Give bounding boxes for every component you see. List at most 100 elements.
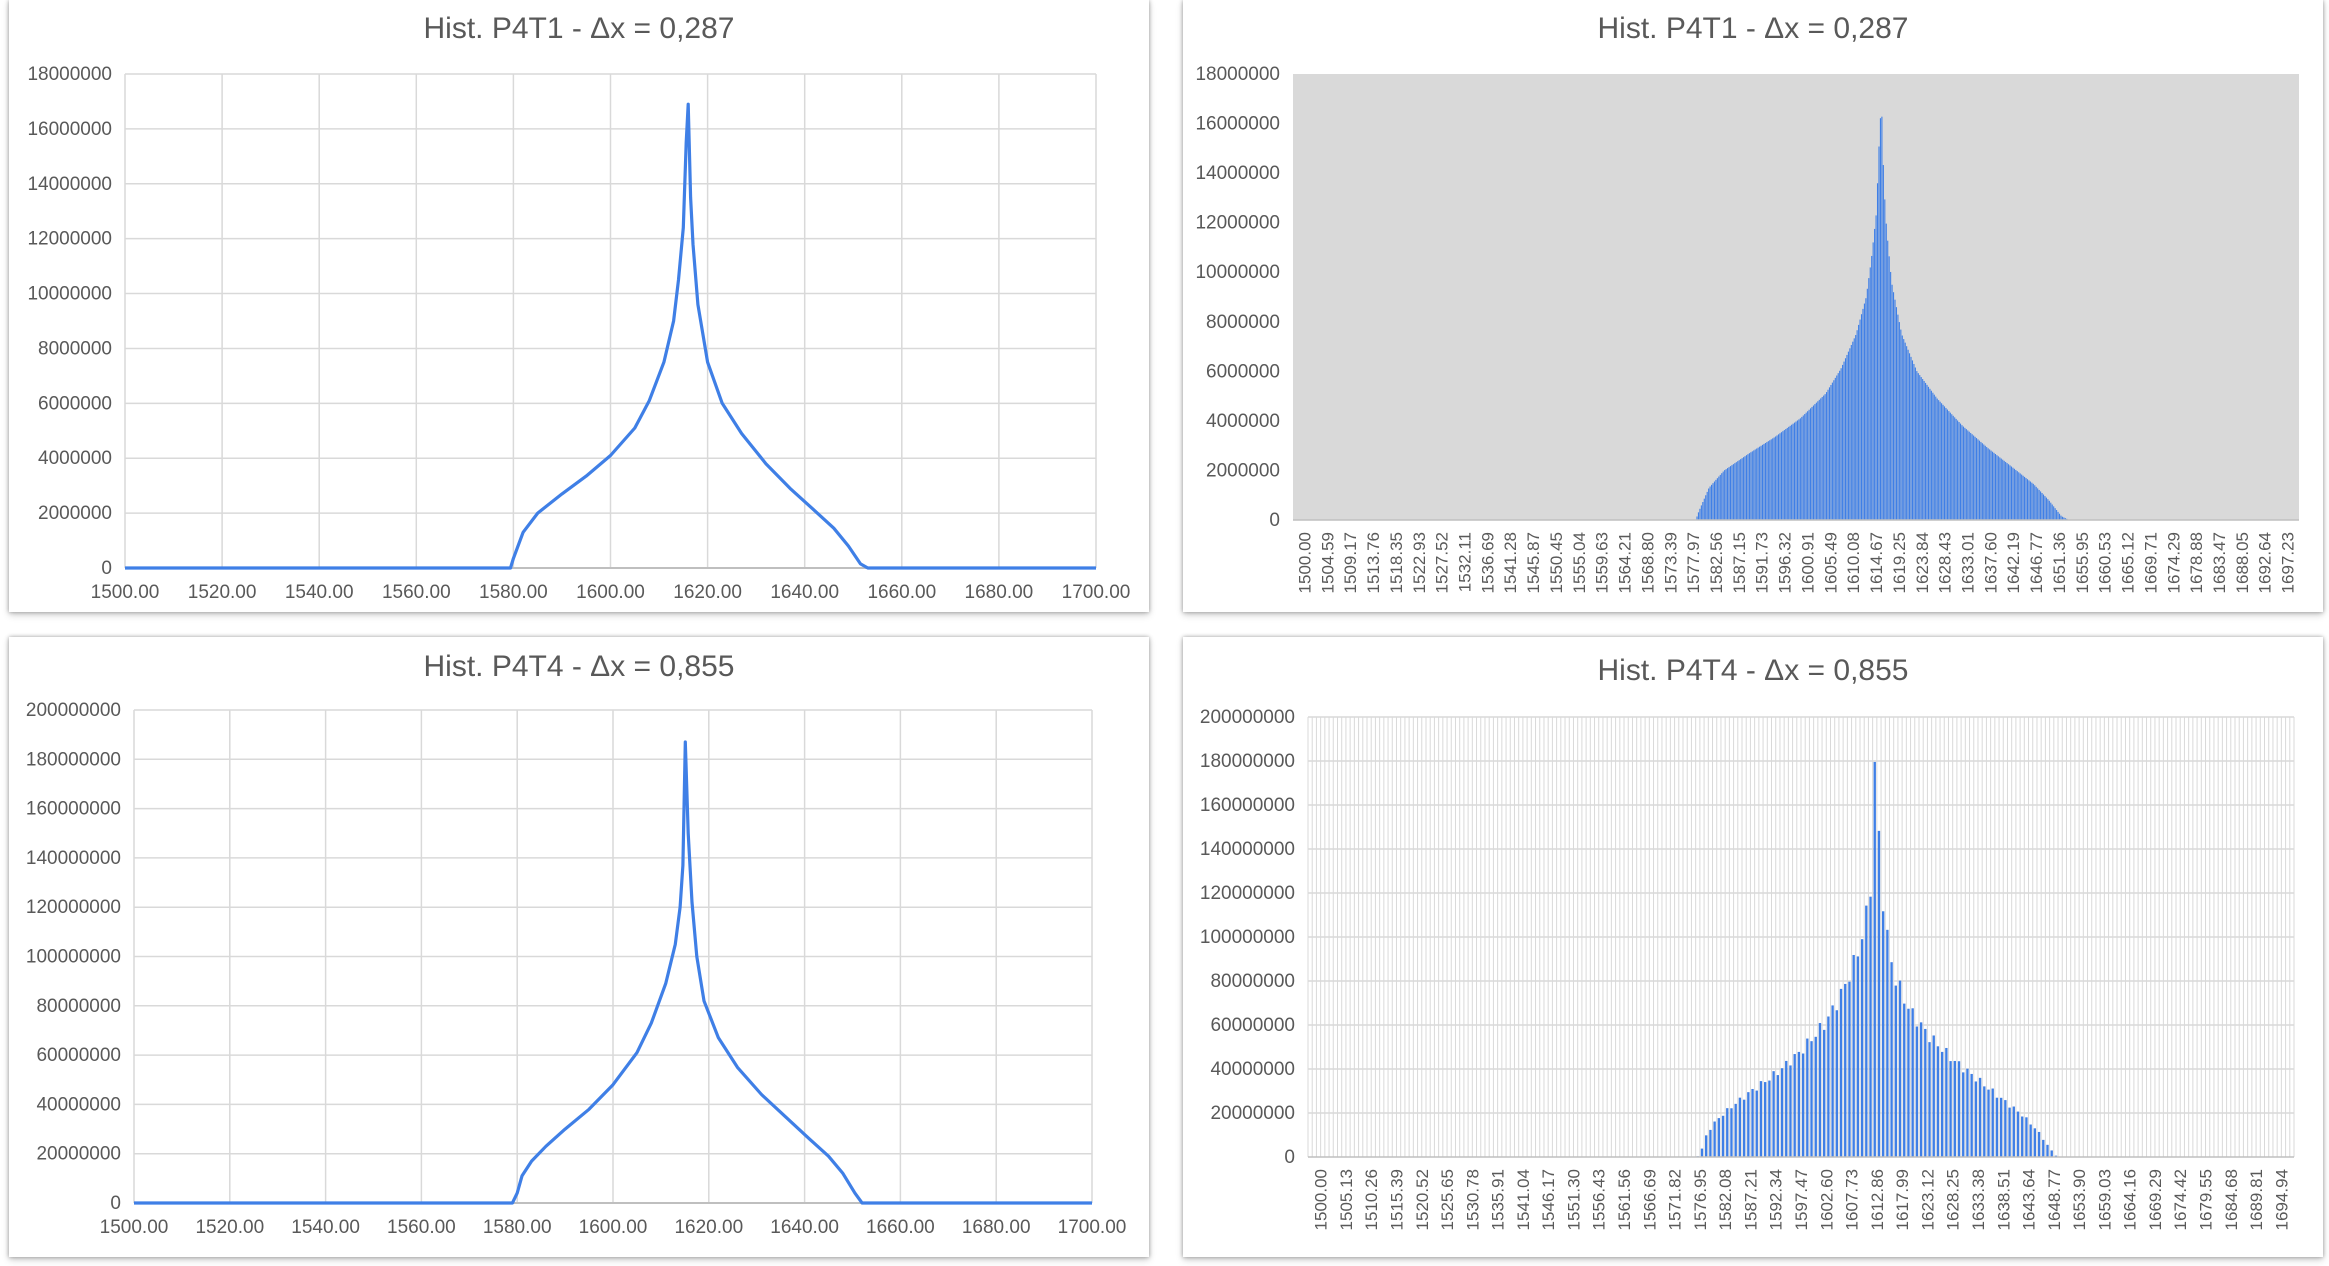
x-tick-label: 1600.91 [1798, 532, 1817, 593]
y-tick-label: 10000000 [1195, 262, 1280, 283]
histogram-bar [1718, 476, 1720, 520]
histogram-bar [1726, 1108, 1729, 1157]
histogram-bar [1984, 445, 1986, 520]
histogram-bar [1742, 1099, 1746, 1157]
x-tick-label: 1637.60 [1981, 532, 2000, 593]
histogram-bar [1981, 443, 1983, 520]
x-tick-label: 1587.21 [1741, 1169, 1760, 1230]
histogram-bar [1780, 1068, 1784, 1157]
histogram-bar [2050, 502, 2052, 520]
histogram-bar [1705, 1135, 1708, 1157]
histogram-bar [2012, 1106, 2015, 1157]
histogram-bar [1777, 434, 1780, 520]
histogram-bar [1776, 435, 1778, 520]
histogram-bar [2042, 494, 2045, 520]
histogram-bar [2022, 475, 2024, 520]
x-tick-label: 1643.64 [2020, 1169, 2039, 1230]
y-tick-label: 0 [1269, 510, 1280, 531]
x-tick-label: 1638.51 [1994, 1169, 2013, 1230]
x-tick-label: 1582.08 [1716, 1169, 1735, 1230]
histogram-bar [2051, 504, 2053, 520]
histogram-bar [1856, 330, 1858, 520]
histogram-bar [2053, 506, 2055, 520]
histogram-bar [1911, 1008, 1914, 1157]
histogram-bar [1973, 435, 1975, 520]
histogram-bar [1755, 1090, 1758, 1157]
x-tick-label: 1591.73 [1753, 532, 1772, 593]
histogram-bar [1780, 432, 1782, 520]
histogram-bar [1846, 354, 1848, 520]
histogram-bar [1852, 954, 1855, 1157]
histogram-bar [2061, 516, 2063, 520]
histogram-bar [1738, 1097, 1742, 1157]
x-tick-label: 1684.68 [2222, 1169, 2241, 1230]
histogram-bar [1717, 1118, 1721, 1157]
histogram-bar [1821, 396, 1823, 520]
histogram-bar [1871, 255, 1873, 520]
x-tick-label: 1518.35 [1387, 532, 1406, 593]
x-tick-label: 1640.00 [770, 582, 839, 603]
histogram-bar [1907, 1008, 1910, 1157]
histogram-bar [1945, 1047, 1948, 1157]
histogram-bar [2018, 472, 2020, 520]
histogram-bar [1862, 308, 1864, 520]
y-tick-label: 80000000 [1210, 971, 1295, 992]
histogram-bar [2025, 478, 2027, 520]
histogram-bar [2038, 489, 2040, 520]
histogram-bar [1706, 491, 1708, 520]
histogram-bar [2060, 515, 2062, 520]
histogram-bar [1874, 228, 1876, 520]
histogram-bar [1713, 1121, 1716, 1157]
histogram-bar [1983, 1086, 1986, 1157]
histogram-bar [1888, 256, 1890, 520]
histogram-bar [1964, 427, 1966, 520]
x-tick-label: 1683.47 [2210, 532, 2229, 593]
histogram-bar [1811, 406, 1813, 520]
series-line [134, 740, 1092, 1205]
histogram-bar [1933, 394, 1935, 520]
histogram-bar [1788, 426, 1790, 520]
x-tick-label: 1525.65 [1438, 1169, 1457, 1230]
x-tick-label: 1679.55 [2197, 1169, 2216, 1230]
x-tick-label: 1520.52 [1413, 1169, 1432, 1230]
histogram-bar [1697, 512, 1700, 520]
x-tick-label: 1504.59 [1318, 532, 1337, 593]
histogram-bar [1759, 1081, 1763, 1157]
histogram-bar [1855, 335, 1857, 520]
histogram-bar [1932, 1035, 1935, 1157]
histogram-bar [1764, 443, 1766, 520]
y-tick-label: 60000000 [36, 1045, 121, 1066]
histogram-bar [1974, 1081, 1978, 1157]
histogram-bar [1751, 1088, 1754, 1157]
histogram-bar [1932, 392, 1934, 520]
histogram-bar [1936, 398, 1938, 520]
histogram-bar [1696, 516, 1698, 520]
x-tick-label: 1700.00 [1062, 582, 1131, 603]
histogram-bar [1782, 431, 1784, 520]
x-tick-label: 1546.17 [1539, 1169, 1558, 1230]
histogram-bar [2008, 464, 2010, 520]
y-tick-label: 4000000 [1206, 411, 1280, 432]
y-tick-label: 12000000 [1195, 213, 1280, 234]
x-tick-label: 1576.95 [1691, 1169, 1710, 1230]
histogram-bar [1776, 1075, 1779, 1157]
y-tick-label: 18000000 [1195, 64, 1280, 85]
chart-title: Hist. P4T1 - Δx = 0,287 [1597, 12, 1909, 45]
histogram-bar [1986, 447, 1988, 520]
y-tick-label: 2000000 [1206, 460, 1280, 481]
x-tick-label: 1520.00 [195, 1217, 264, 1238]
x-tick-label: 1550.45 [1547, 532, 1566, 593]
histogram-bar [1971, 434, 1973, 520]
histogram-bar [1891, 284, 1893, 520]
histogram-bar [1731, 465, 1733, 520]
x-tick-label: 1577.97 [1684, 532, 1703, 593]
histogram-bar [1700, 1148, 1704, 1157]
histogram-bar [1875, 215, 1877, 521]
histogram-bar [1827, 1016, 1830, 1157]
histogram-bar [1926, 384, 1928, 520]
x-tick-label: 1561.56 [1615, 1169, 1634, 1230]
y-tick-label: 100000000 [1200, 927, 1295, 948]
histogram-bar [2047, 499, 2049, 520]
histogram-bar [1938, 400, 1940, 520]
histogram-bar [1894, 985, 1897, 1157]
